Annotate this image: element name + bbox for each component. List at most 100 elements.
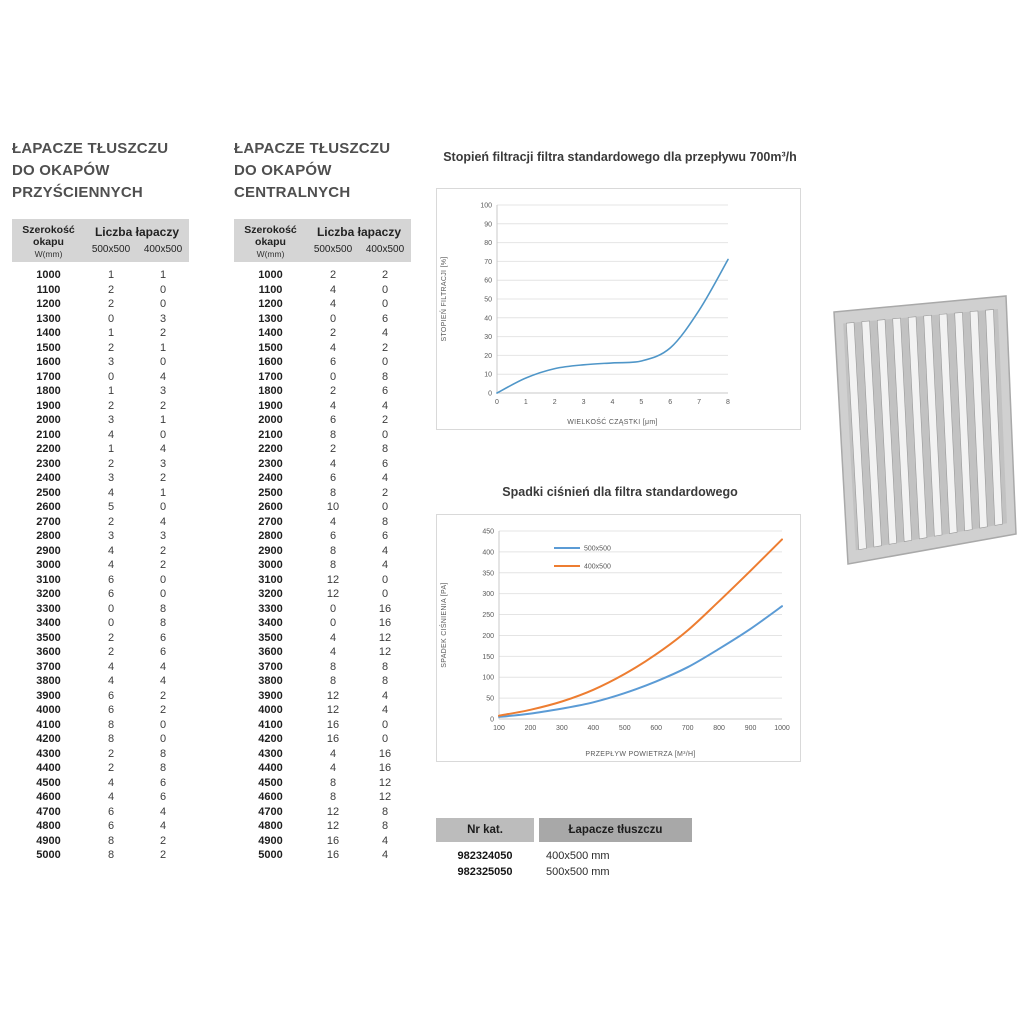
cell: 0	[159, 298, 167, 310]
cell: 4	[329, 762, 337, 774]
cell: 3100	[258, 573, 283, 586]
central-table-row: 3100 12 0	[234, 573, 411, 588]
cell: 3900	[258, 689, 283, 702]
title-line: CENTRALNYCH	[234, 184, 351, 201]
cell: 8	[159, 617, 167, 629]
cell: 6	[107, 573, 115, 586]
cell: 4100	[258, 718, 283, 731]
width-label: Szerokość okapu	[22, 224, 75, 248]
cell: 2300	[258, 457, 283, 470]
central-table-row: 2500 8 2	[234, 486, 411, 501]
cell: 1500	[36, 341, 61, 354]
cell: 2500	[36, 486, 61, 499]
cell: 0	[381, 718, 389, 731]
cell: 5000	[36, 849, 61, 861]
wall-table-row: 1300 0 3	[12, 312, 189, 327]
x-tick-label: 2	[553, 399, 557, 406]
central-table-row: 2000 6 2	[234, 413, 411, 428]
cell: 4	[381, 327, 389, 339]
cell: 2100	[36, 428, 61, 441]
x-tick-label: 400	[587, 725, 599, 732]
cell: 4	[107, 776, 115, 789]
central-table-row: 1200 4 0	[234, 297, 411, 312]
cell: 12	[378, 776, 392, 789]
y-axis-label: STOPIEŃ FILTRACJI [%]	[439, 257, 448, 342]
y-tick-label: 60	[484, 278, 492, 285]
cell: 1700	[36, 370, 61, 383]
series-line-400x500	[498, 538, 783, 717]
x-tick-label: 3	[582, 399, 586, 406]
cell: 0	[381, 573, 389, 586]
cell: 4	[329, 646, 337, 658]
cell: 5000	[258, 849, 283, 861]
cell: 0	[159, 283, 167, 296]
x-tick-label: 8	[726, 399, 730, 406]
size-400x500-header: 400x500	[359, 241, 411, 268]
cell: 1000	[36, 269, 61, 281]
cell: 2900	[36, 544, 61, 557]
wall-table-row: 2000 3 1	[12, 413, 189, 428]
cell: 4800	[258, 820, 283, 832]
cell: 8	[329, 776, 337, 789]
wall-table-row: 2700 2 4	[12, 515, 189, 530]
cell: 8	[329, 486, 337, 499]
wall-table-row: 5000 8 2	[12, 848, 189, 863]
x-tick-label: 7	[697, 399, 701, 406]
y-tick-label: 50	[486, 696, 494, 703]
x-tick-label: 5	[639, 399, 643, 406]
cell: 4	[329, 341, 337, 354]
cell: 1900	[258, 399, 283, 412]
central-table-row: 4100 16 0	[234, 718, 411, 733]
cell: 16	[378, 617, 392, 629]
wall-table-row: 4500 4 6	[12, 776, 189, 791]
catalog-product-header: Łapacze tłuszczu	[539, 818, 692, 842]
cell: 4	[329, 298, 337, 310]
y-tick-label: 250	[482, 612, 494, 619]
cell: 1100	[258, 283, 283, 296]
wall-table-row: 4300 2 8	[12, 747, 189, 762]
cell: 12	[326, 573, 340, 586]
wall-table-row: 3800 4 4	[12, 674, 189, 689]
central-table-row: 5000 16 4	[234, 848, 411, 863]
cell: 0	[381, 356, 389, 368]
cell: 16	[326, 733, 340, 745]
cell: 6	[381, 457, 389, 470]
x-tick-label: 1000	[774, 725, 790, 732]
cell: 8	[329, 428, 337, 441]
cell: 0	[107, 617, 115, 629]
cell: 4	[107, 559, 115, 571]
width-column-header: Szerokość okapu W(mm)	[234, 219, 307, 268]
central-table-row: 3800 8 8	[234, 674, 411, 689]
cell: 4600	[36, 791, 61, 803]
cell: 6	[107, 704, 115, 716]
cell: 6	[107, 805, 115, 818]
cell: 4400	[36, 762, 61, 774]
cell: 3400	[258, 617, 283, 629]
cell: 4	[159, 515, 167, 528]
central-table-row: 4700 12 8	[234, 805, 411, 820]
central-table-row: 1700 0 8	[234, 370, 411, 385]
pressure-drop-chart: 0 50 100 150 200 250 300 350 400 450 100 200 300 400 5…	[436, 514, 801, 762]
cell: 2	[159, 544, 167, 557]
cell: 4	[159, 805, 167, 818]
cell: 2	[329, 269, 337, 281]
cell: 4	[381, 849, 389, 861]
cell: 4	[107, 428, 115, 441]
x-tick-label: 100	[493, 725, 505, 732]
central-table-row: 1300 0 6	[234, 312, 411, 327]
x-tick-label: 900	[745, 725, 757, 732]
central-table-row: 4300 4 16	[234, 747, 411, 762]
cell: 3	[107, 414, 115, 426]
cell: 8	[329, 559, 337, 571]
central-hoods-section: ŁAPACZE TŁUSZCZU DO OKAPÓW CENTRALNYCH S…	[234, 138, 416, 863]
cell: 2400	[258, 472, 283, 484]
cell: 4	[381, 399, 389, 412]
cell: 8	[381, 805, 389, 818]
cell: 4000	[258, 704, 283, 716]
wall-table-row: 4200 8 0	[12, 732, 189, 747]
cell: 0	[159, 588, 167, 600]
cell: 3400	[36, 617, 61, 629]
cell: 3	[159, 312, 167, 325]
cell: 1200	[258, 298, 283, 310]
cell: 2	[159, 399, 167, 412]
